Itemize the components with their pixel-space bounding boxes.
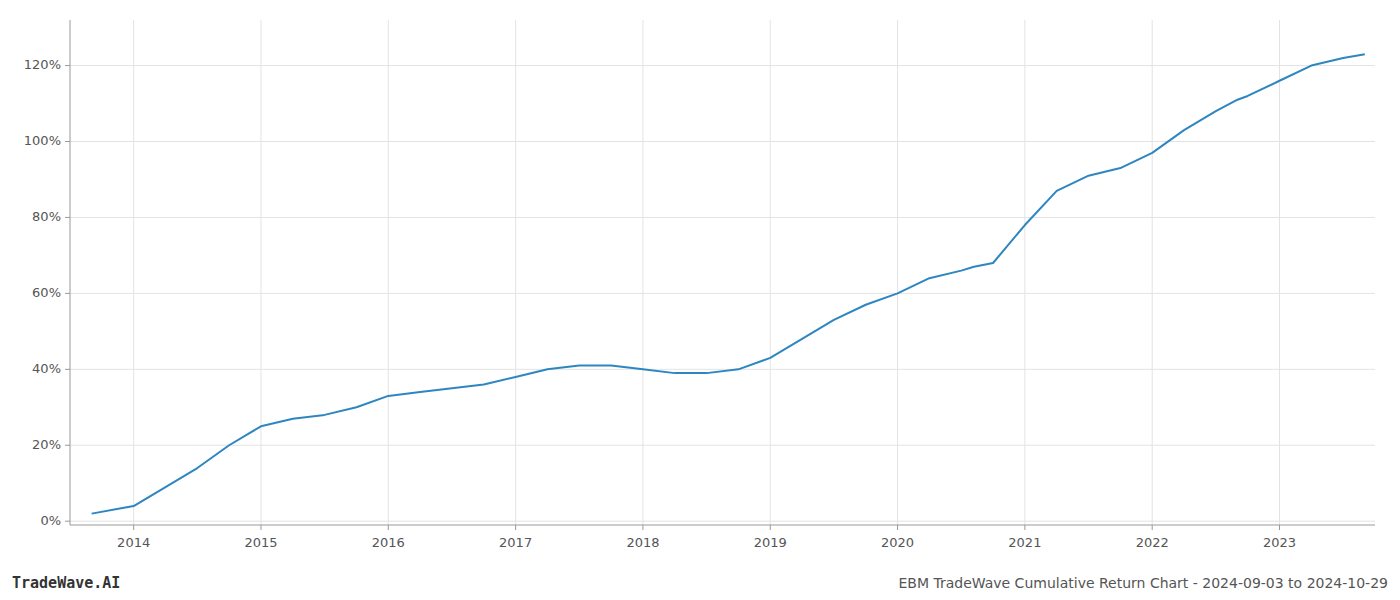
y-tick <box>65 141 70 142</box>
grid-line-x <box>1024 20 1025 525</box>
x-tick <box>260 525 261 530</box>
y-tick-label: 20% <box>32 437 61 452</box>
x-tick <box>133 525 134 530</box>
x-tick-label: 2015 <box>244 535 277 550</box>
grid-line-y <box>70 445 1375 446</box>
grid-line-y <box>70 369 1375 370</box>
y-tick-label: 120% <box>24 57 61 72</box>
x-tick-label: 2021 <box>1008 535 1041 550</box>
grid-line-x <box>1152 20 1153 525</box>
x-tick <box>770 525 771 530</box>
x-tick-label: 2020 <box>881 535 914 550</box>
grid-line-y <box>70 293 1375 294</box>
axes: 0% 20% 40% 60% 80% 100% 120% 2014 2015 2016 2017 20… <box>24 20 1375 550</box>
grid-line-x <box>1279 20 1280 525</box>
grid-line-y <box>70 217 1375 218</box>
x-tick-label: 2016 <box>372 535 405 550</box>
background <box>0 0 1400 600</box>
grid-line-x <box>897 20 898 525</box>
grid-line-x <box>770 20 771 525</box>
x-tick <box>1279 525 1280 530</box>
grid-line-x <box>388 20 389 525</box>
x-tick-label: 2017 <box>499 535 532 550</box>
grid-line-x <box>515 20 516 525</box>
x-tick-label: 2019 <box>754 535 787 550</box>
y-tick-label: 40% <box>32 361 61 376</box>
y-tick-label: 0% <box>40 513 61 528</box>
plot-area <box>92 54 1365 513</box>
grid-line-y <box>70 521 1375 522</box>
x-tick-label: 2022 <box>1136 535 1169 550</box>
grid-line-y <box>70 141 1375 142</box>
grid-line-x <box>642 20 643 525</box>
grid-line-y <box>70 65 1375 66</box>
line <box>92 54 1365 513</box>
y-tick <box>65 217 70 218</box>
x-tick <box>897 525 898 530</box>
x-tick-label: 2023 <box>1263 535 1296 550</box>
x-tick-label: 2014 <box>117 535 150 550</box>
y-tick <box>65 293 70 294</box>
grid-line-x <box>133 20 134 525</box>
x-tick-label: 2018 <box>626 535 659 550</box>
x-tick <box>515 525 516 530</box>
y-tick <box>65 65 70 66</box>
watermark: TradeWave.AI <box>12 574 120 592</box>
grid <box>70 20 1375 525</box>
x-tick <box>642 525 643 530</box>
y-tick-label: 60% <box>32 285 61 300</box>
grid-line-x <box>260 20 261 525</box>
y-tick <box>65 521 70 522</box>
x-axis-line <box>70 525 1375 526</box>
y-tick-label: 100% <box>24 133 61 148</box>
x-tick <box>1024 525 1025 530</box>
x-tick <box>1152 525 1153 530</box>
y-tick <box>65 369 70 370</box>
x-tick <box>388 525 389 530</box>
chart: 0% 20% 40% 60% 80% 100% 120% 2014 2015 2016 2017 20… <box>0 0 1400 600</box>
y-axis-line <box>70 20 71 525</box>
title: EBM TradeWave Cumulative Return Chart - … <box>898 575 1388 591</box>
y-tick-label: 80% <box>32 209 61 224</box>
y-tick <box>65 445 70 446</box>
